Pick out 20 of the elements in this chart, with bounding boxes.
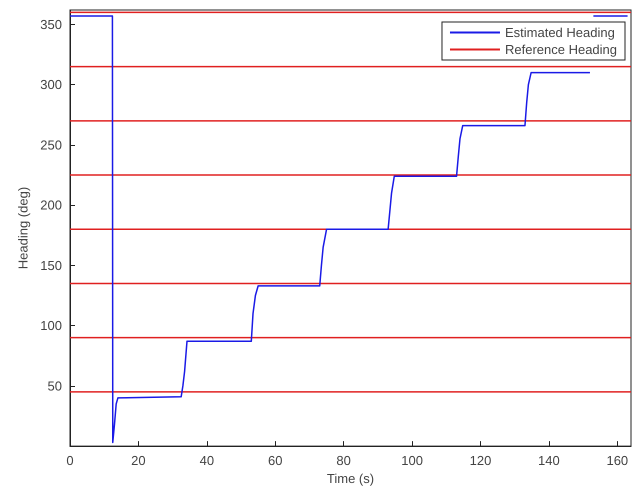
y-tick-label: 50 [48,378,62,394]
legend-label: Estimated Heading [504,25,615,40]
y-tick-label: 100 [40,318,62,334]
y-tick-label: 200 [40,198,62,213]
y-tick-label: 250 [40,137,62,152]
y-axis-title: Heading (deg) [15,186,30,270]
x-tick-label: 20 [131,453,146,468]
y-tick-label: 150 [40,258,62,273]
x-tick-label: 160 [606,453,628,468]
x-tick-label: 80 [336,453,351,468]
y-tick-label: 350 [40,16,62,32]
x-tick-label: 40 [200,453,214,468]
legend-label: Reference Heading [504,42,618,57]
x-tick-label: 100 [401,453,423,468]
x-tick-label: 60 [268,453,282,468]
x-tick-label: 0 [66,453,74,468]
x-axis-title: Time (s) [326,471,374,486]
y-tick-label: 300 [40,77,62,92]
x-tick-label: 120 [470,453,492,468]
x-tick-label: 140 [538,453,560,468]
